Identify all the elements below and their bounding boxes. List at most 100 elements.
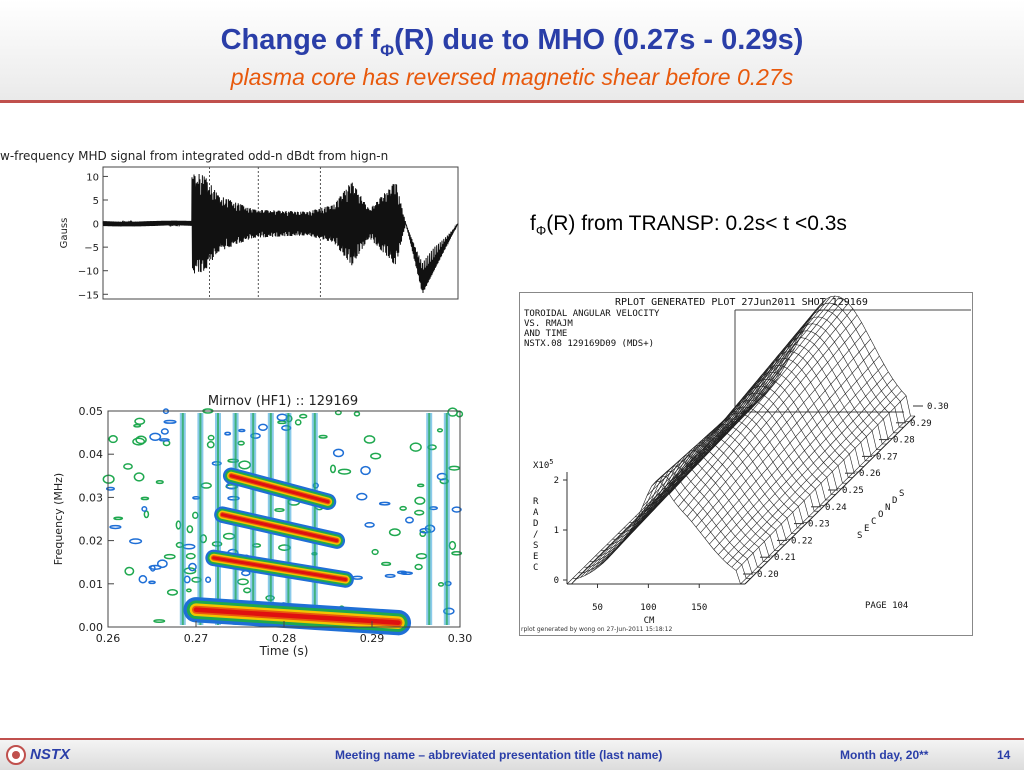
noise-blob bbox=[299, 413, 308, 419]
mesh-line bbox=[691, 322, 862, 522]
slide-title: Change of fΦ(R) due to MHO (0.27s - 0.29… bbox=[220, 24, 804, 60]
header-divider bbox=[0, 100, 1024, 103]
y-axis-label: Gauss bbox=[59, 218, 70, 249]
noise-blob bbox=[134, 417, 146, 425]
noise-blob bbox=[448, 540, 457, 551]
rplot-info-line: TOROIDAL ANGULAR VELOCITY bbox=[524, 309, 660, 319]
noise-blob bbox=[140, 496, 150, 501]
mesh-line bbox=[713, 363, 885, 550]
mode-band bbox=[229, 474, 330, 504]
noise-blob bbox=[416, 483, 425, 488]
x-tick-label: 50 bbox=[592, 603, 603, 613]
noise-blob bbox=[153, 619, 166, 624]
page-number: 14 bbox=[997, 748, 1011, 762]
y-tick-label: 0.01 bbox=[79, 578, 104, 591]
y-axis-label: Frequency (MHz) bbox=[52, 473, 65, 565]
mesh-line bbox=[726, 384, 898, 564]
noise-blob bbox=[360, 465, 371, 476]
y-tick-label: −10 bbox=[78, 267, 99, 278]
noise-blob bbox=[378, 501, 391, 506]
z-axis-label-char: R bbox=[533, 497, 539, 507]
noise-blob bbox=[148, 580, 156, 585]
mesh-line bbox=[575, 408, 747, 580]
noise-blob bbox=[363, 435, 376, 444]
mesh-line bbox=[567, 480, 745, 585]
noise-blob bbox=[156, 559, 168, 569]
mesh-line bbox=[682, 308, 853, 512]
mesh-line bbox=[673, 299, 845, 502]
z-axis-label-char: E bbox=[533, 552, 538, 562]
noise-blob bbox=[332, 448, 345, 458]
time-tick-label: 0.23 bbox=[808, 520, 830, 530]
chart-title: Mirnov (HF1) :: 129169 bbox=[208, 394, 358, 409]
noise-blob bbox=[185, 552, 196, 560]
x-tick-label: 0.29 bbox=[360, 632, 385, 645]
rplot-info-line: AND TIME bbox=[524, 329, 567, 339]
streak-core bbox=[445, 413, 448, 625]
time-tick-label: 0.30 bbox=[927, 402, 949, 412]
mirnov-spectrogram: Mirnov (HF1) :: 129169 0.26 0.27 0.28 0.29 0… bbox=[52, 394, 473, 658]
z-axis-label-char: D bbox=[533, 519, 538, 529]
noise-blob bbox=[113, 516, 124, 521]
mesh-line bbox=[660, 296, 831, 483]
noise-blob bbox=[414, 496, 426, 505]
time-tick-label: 0.22 bbox=[791, 536, 813, 546]
noise-blob bbox=[132, 437, 146, 446]
streak-core bbox=[313, 413, 316, 625]
mesh-line bbox=[740, 415, 911, 585]
noise-blob bbox=[206, 441, 215, 449]
noise-blob bbox=[384, 573, 396, 578]
chart-title: w-frequency MHD signal from integrated o… bbox=[0, 149, 388, 163]
noise-blob bbox=[141, 506, 148, 512]
y-tick-label: −15 bbox=[78, 290, 99, 301]
y-tick-label: 0 bbox=[93, 220, 99, 231]
time-axis-label-char: C bbox=[871, 517, 876, 527]
x-tick-label: 0.30 bbox=[448, 632, 473, 645]
slide-footer: NSTX Meeting name – abbreviated presenta… bbox=[0, 738, 1024, 770]
mode-band bbox=[212, 556, 348, 581]
noise-blob bbox=[277, 420, 287, 425]
noise-blob bbox=[123, 463, 133, 470]
noise-blob bbox=[329, 464, 337, 474]
plot-frame bbox=[102, 166, 459, 300]
page-label: PAGE 104 bbox=[865, 601, 908, 611]
noise-blob bbox=[399, 505, 407, 511]
noise-blob bbox=[205, 576, 212, 583]
noise-blob bbox=[143, 510, 150, 519]
transp-label: fΦ(R) from TRANSP: 0.2s< t <0.3s bbox=[530, 212, 847, 239]
x-tick-label: 0.26 bbox=[96, 632, 121, 645]
noise-blob bbox=[356, 492, 368, 501]
mesh-line bbox=[744, 415, 916, 585]
noise-blob bbox=[163, 553, 176, 560]
time-axis-label-char: N bbox=[885, 503, 890, 513]
mode-band bbox=[193, 607, 401, 625]
noise-blob bbox=[237, 440, 245, 446]
noise-blob bbox=[160, 428, 169, 435]
noise-blob bbox=[149, 432, 162, 441]
mesh-line bbox=[615, 363, 787, 550]
time-axis-label-char: S bbox=[857, 531, 862, 541]
meeting-name: Meeting name – abbreviated presentation … bbox=[335, 748, 663, 762]
mesh-line bbox=[620, 355, 791, 545]
mesh-line bbox=[722, 378, 894, 560]
y-tick-label: 0.04 bbox=[79, 448, 104, 461]
noise-blob bbox=[415, 553, 428, 560]
noise-blob bbox=[124, 566, 135, 576]
footer-date: Month day, 20** bbox=[840, 748, 929, 762]
noise-blob bbox=[185, 588, 192, 593]
noise-blob bbox=[409, 442, 422, 452]
time-tick-label: 0.25 bbox=[842, 486, 864, 496]
noise-blob bbox=[108, 435, 118, 444]
y-tick-label: 5 bbox=[93, 196, 99, 207]
y-tick-label: 0.03 bbox=[79, 491, 104, 504]
streak-core bbox=[287, 413, 290, 625]
noise-blob bbox=[370, 452, 382, 460]
mesh-line bbox=[709, 355, 880, 545]
mesh-line bbox=[686, 314, 858, 517]
x-tick-label: 150 bbox=[691, 603, 707, 613]
noise-blob bbox=[237, 578, 249, 586]
noise-blob bbox=[388, 528, 401, 537]
noise-blob bbox=[109, 524, 122, 530]
noise-blob bbox=[186, 525, 194, 534]
rplot-info-line: NSTX.08 129169D09 (MDS+) bbox=[524, 339, 654, 349]
